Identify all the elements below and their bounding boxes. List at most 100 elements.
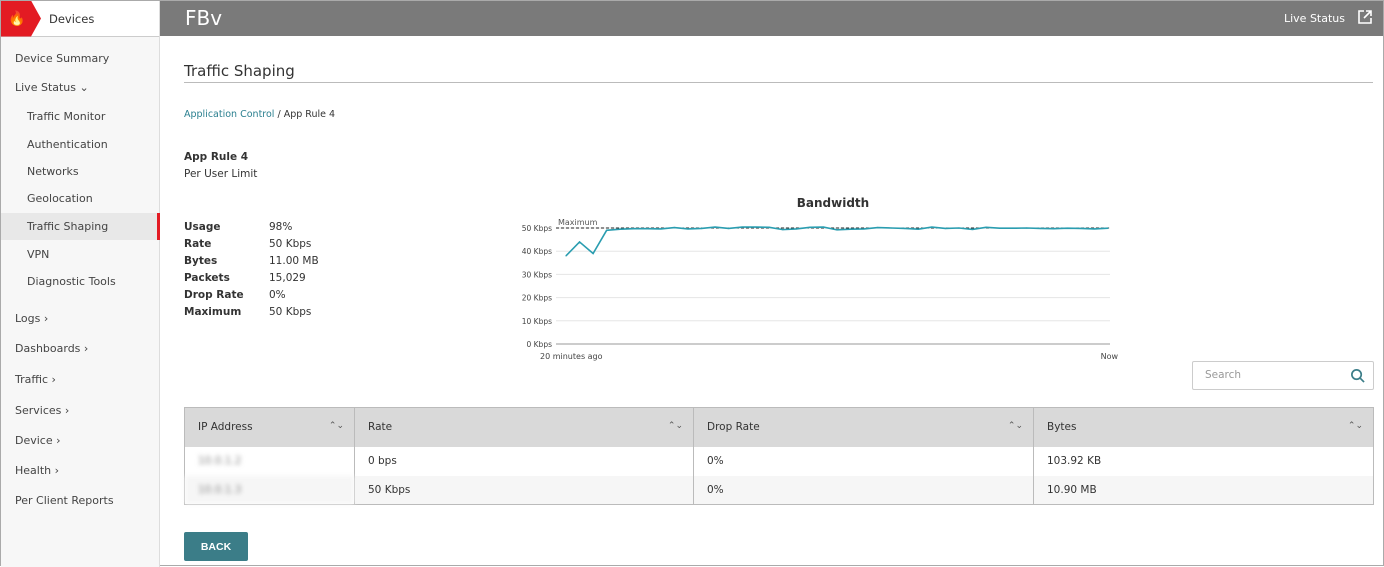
y-tick-label: 40 Kbps xyxy=(522,247,552,256)
firebox-logo-icon: 🔥 xyxy=(1,0,41,37)
table-row: 10.0.1.2 0 bps 0% 103.92 KB xyxy=(184,446,1374,476)
cell-drop-rate: 0% xyxy=(693,446,1034,476)
col-ip-address[interactable]: IP Address ⌃⌄ xyxy=(184,407,355,447)
data-point xyxy=(1012,227,1014,229)
stats-list: Usage 98% Rate 50 Kbps Bytes 11.00 MB Packe… xyxy=(184,221,319,323)
data-point xyxy=(849,228,852,230)
live-status-link[interactable]: Live Status xyxy=(1283,12,1345,25)
search-icon[interactable] xyxy=(1350,368,1365,383)
data-point xyxy=(999,227,1001,229)
table-header: IP Address ⌃⌄ Rate ⌃⌄ Drop Rate ⌃⌄ Bytes ⌃⌄ xyxy=(184,407,1374,447)
data-point xyxy=(890,227,892,229)
back-button[interactable]: BACK xyxy=(184,532,248,561)
stat-usage: Usage 98% xyxy=(184,221,293,233)
table-row: 10.0.1.3 50 Kbps 0% 10.90 MB xyxy=(184,475,1374,505)
data-point xyxy=(578,241,581,243)
data-point xyxy=(1080,227,1082,230)
data-point xyxy=(1039,227,1041,230)
data-point xyxy=(687,228,689,230)
col-bytes[interactable]: Bytes ⌃⌄ xyxy=(1033,407,1374,447)
data-point xyxy=(646,228,648,230)
sidebar-item-authentication[interactable]: Authentication xyxy=(27,138,108,151)
ip-table: IP Address ⌃⌄ Rate ⌃⌄ Drop Rate ⌃⌄ Bytes ⌃⌄ … xyxy=(184,407,1374,505)
y-tick-label: 30 Kbps xyxy=(522,270,552,279)
data-point xyxy=(728,227,730,230)
bandwidth-chart: Bandwidth 0 Kbps 10 Kbps 20 Kbps 30 Kbps 40 K… xyxy=(522,196,1119,361)
data-point xyxy=(619,228,621,230)
sort-icon: ⌃⌄ xyxy=(1347,421,1363,431)
breadcrumb: Application Control / App Rule 4 xyxy=(184,109,335,120)
data-point xyxy=(958,227,960,229)
data-point xyxy=(660,228,662,230)
maximum-label: Maximum xyxy=(558,218,598,227)
sidebar-item-vpn[interactable]: VPN xyxy=(27,248,50,261)
sidebar-item-traffic[interactable]: Traffic › xyxy=(15,373,56,386)
stat-rate: Rate 50 Kbps xyxy=(184,238,312,250)
sidebar-item-device[interactable]: Device › xyxy=(15,434,61,447)
stat-drop-rate: Drop Rate 0% xyxy=(184,289,286,301)
cell-rate: 50 Kbps xyxy=(354,475,694,505)
page-title: Traffic Shaping xyxy=(184,62,295,80)
y-tick-label: 0 Kbps xyxy=(526,340,552,349)
stat-bytes: Bytes 11.00 MB xyxy=(184,255,319,267)
sidebar-item-device-summary[interactable]: Device Summary xyxy=(15,52,110,65)
search-input[interactable]: Search xyxy=(1192,361,1374,390)
cell-bytes: 103.92 KB xyxy=(1033,446,1374,476)
device-title: FBv xyxy=(185,6,223,30)
data-point xyxy=(592,252,594,255)
data-point xyxy=(1107,227,1109,229)
sidebar-item-diagnostic-tools[interactable]: Diagnostic Tools xyxy=(27,275,116,288)
devices-label: Devices xyxy=(49,11,95,26)
sidebar-item-networks[interactable]: Networks xyxy=(27,165,79,178)
data-point xyxy=(673,226,675,229)
sidebar-item-logs[interactable]: Logs › xyxy=(15,312,49,325)
data-point xyxy=(1066,227,1068,229)
data-point xyxy=(904,227,906,230)
data-point xyxy=(985,226,987,228)
sidebar-item-geolocation[interactable]: Geolocation xyxy=(27,192,93,205)
col-drop-rate[interactable]: Drop Rate ⌃⌄ xyxy=(693,407,1034,447)
data-point xyxy=(768,226,770,228)
data-point xyxy=(795,228,797,230)
cell-drop-rate: 0% xyxy=(693,475,1034,505)
data-point xyxy=(700,227,703,230)
devices-header[interactable]: 🔥 Devices xyxy=(1,0,159,37)
external-link-icon[interactable] xyxy=(1357,9,1373,25)
sort-icon: ⌃⌄ xyxy=(1007,421,1023,431)
sidebar-item-services[interactable]: Services › xyxy=(15,404,70,417)
sidebar-item-traffic-shaping[interactable]: Traffic Shaping xyxy=(1,213,160,240)
sidebar-item-dashboards[interactable]: Dashboards › xyxy=(15,342,89,355)
x-label-start: 20 minutes ago xyxy=(540,352,603,361)
col-rate[interactable]: Rate ⌃⌄ xyxy=(354,407,694,447)
cell-ip: 10.0.1.3 xyxy=(184,475,355,505)
breadcrumb-application-control[interactable]: Application Control xyxy=(184,109,275,120)
title-divider xyxy=(184,82,1373,83)
data-point xyxy=(809,226,811,228)
sort-icon: ⌃⌄ xyxy=(328,421,344,431)
breadcrumb-current: / App Rule 4 xyxy=(274,109,336,120)
data-point xyxy=(741,226,743,228)
data-point xyxy=(714,226,716,228)
sidebar-item-per-client-reports[interactable]: Per Client Reports xyxy=(15,494,114,507)
rule-name: App Rule 4 xyxy=(184,151,249,163)
data-point xyxy=(1093,228,1096,230)
chart-title: Bandwidth xyxy=(797,196,869,210)
sidebar-item-traffic-monitor[interactable]: Traffic Monitor xyxy=(27,110,106,123)
y-tick-label: 50 Kbps xyxy=(522,224,552,233)
data-point xyxy=(822,226,825,228)
cell-rate: 0 bps xyxy=(354,446,694,476)
data-point xyxy=(944,227,946,230)
data-point xyxy=(971,228,974,230)
top-bar: FBv Live Status xyxy=(160,1,1383,36)
sidebar-item-health[interactable]: Health › xyxy=(15,464,60,477)
cell-bytes: 10.90 MB xyxy=(1033,475,1374,505)
sort-icon: ⌃⌄ xyxy=(667,421,683,431)
data-point xyxy=(863,228,865,230)
sidebar-item-live-status[interactable]: Live Status ⌄ xyxy=(15,81,89,94)
y-tick-label: 20 Kbps xyxy=(522,294,552,303)
data-point xyxy=(877,226,879,229)
data-point xyxy=(782,229,784,231)
data-point xyxy=(1053,228,1055,230)
data-point xyxy=(917,228,919,230)
data-point xyxy=(606,229,608,231)
